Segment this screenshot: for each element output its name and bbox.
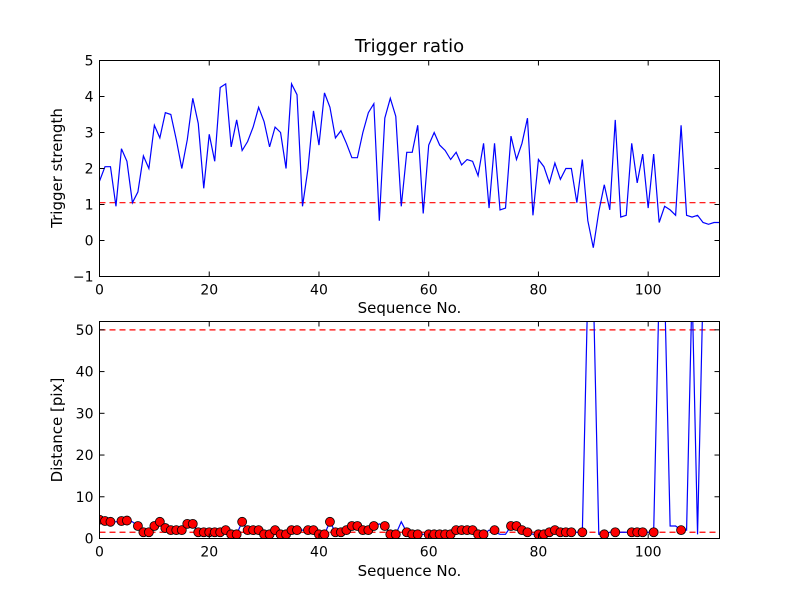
distance-y-tick-label: 50 (76, 323, 94, 339)
distance-data-point (237, 516, 248, 527)
trigger-x-tick-label: 80 (530, 283, 548, 299)
trigger-y-tick-label: 3 (85, 126, 94, 142)
distance-data-point (566, 527, 577, 538)
trigger-plot-area (98, 81, 720, 248)
trigger-series-line (98, 81, 720, 248)
distance-data-point (187, 518, 198, 529)
distance-chart: 0 20 40 60 80 100 0 10 20 30 40 50 Sequence No. Di… (48, 321, 720, 580)
distance-data-point (637, 527, 648, 538)
distance-data-point (478, 529, 489, 539)
trigger-x-tick-label: 100 (635, 283, 662, 299)
trigger-y-tick-label: 5 (85, 54, 94, 70)
distance-series-line (99, 321, 703, 535)
distance-data-point (231, 529, 242, 539)
distance-x-tick-label: 60 (420, 545, 438, 561)
distance-data-point (105, 516, 116, 527)
distance-x-tick-label: 0 (95, 545, 104, 561)
distance-data-point (292, 525, 302, 536)
distance-y-ticks: 0 10 20 30 40 50 (76, 323, 720, 548)
distance-data-point (154, 516, 165, 527)
distance-data-point (379, 521, 390, 531)
trigger-y-axis-label: Trigger strength (48, 108, 66, 229)
distance-y-tick-label: 30 (76, 406, 94, 422)
trigger-y-tick-label: 1 (85, 198, 94, 214)
distance-x-axis-label: Sequence No. (358, 562, 462, 580)
distance-data-point (489, 525, 500, 536)
trigger-x-tick-label: 40 (310, 283, 328, 299)
distance-data-point (143, 527, 154, 538)
trigger-x-ticks: 0 20 40 60 80 100 (95, 60, 662, 299)
distance-data-point (176, 525, 187, 536)
distance-plot-frame (99, 321, 720, 539)
trigger-x-axis-label: Sequence No. (358, 299, 462, 317)
distance-data-point (133, 521, 143, 531)
distance-x-tick-label: 40 (310, 545, 328, 561)
distance-data-point (390, 529, 401, 539)
distance-y-tick-label: 40 (76, 365, 94, 381)
distance-y-axis-label: Distance [pix] (48, 378, 66, 483)
trigger-plot-frame (99, 60, 720, 277)
distance-plot-area (99, 321, 720, 539)
trigger-x-tick-label: 0 (95, 283, 104, 299)
distance-x-tick-label: 100 (635, 545, 662, 561)
distance-data-point (577, 527, 588, 538)
distance-x-ticks: 0 20 40 60 80 100 (95, 321, 662, 561)
trigger-x-tick-label: 60 (420, 283, 438, 299)
distance-x-tick-label: 20 (200, 545, 218, 561)
trigger-y-ticks: −1 0 1 2 3 4 5 (73, 54, 720, 286)
trigger-y-tick-label: −1 (73, 270, 94, 286)
distance-data-point (599, 529, 610, 539)
distance-data-point (522, 527, 533, 538)
distance-data-point (412, 529, 423, 539)
chart-title: Trigger ratio (354, 36, 464, 57)
distance-x-tick-label: 80 (530, 545, 548, 561)
distance-data-point (325, 516, 335, 527)
trigger-x-tick-label: 20 (200, 283, 218, 299)
distance-y-tick-label: 0 (85, 532, 94, 548)
trigger-y-tick-label: 2 (85, 162, 94, 178)
distance-data-point (319, 529, 330, 539)
distance-data-point (610, 527, 621, 538)
distance-y-tick-label: 10 (76, 490, 94, 506)
distance-data-point (676, 525, 686, 536)
distance-y-tick-label: 20 (76, 448, 94, 464)
trigger-y-tick-label: 4 (85, 90, 94, 106)
trigger-y-tick-label: 0 (85, 234, 94, 250)
distance-data-point (648, 527, 659, 538)
distance-data-point (368, 521, 379, 531)
distance-data-point (122, 515, 132, 526)
